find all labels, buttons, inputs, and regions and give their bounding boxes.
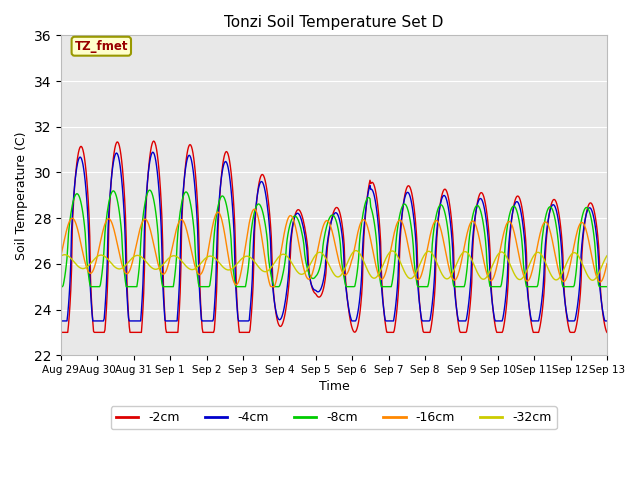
Text: TZ_fmet: TZ_fmet (74, 40, 128, 53)
Title: Tonzi Soil Temperature Set D: Tonzi Soil Temperature Set D (224, 15, 444, 30)
Legend: -2cm, -4cm, -8cm, -16cm, -32cm: -2cm, -4cm, -8cm, -16cm, -32cm (111, 406, 557, 429)
Y-axis label: Soil Temperature (C): Soil Temperature (C) (15, 131, 28, 260)
X-axis label: Time: Time (319, 381, 349, 394)
